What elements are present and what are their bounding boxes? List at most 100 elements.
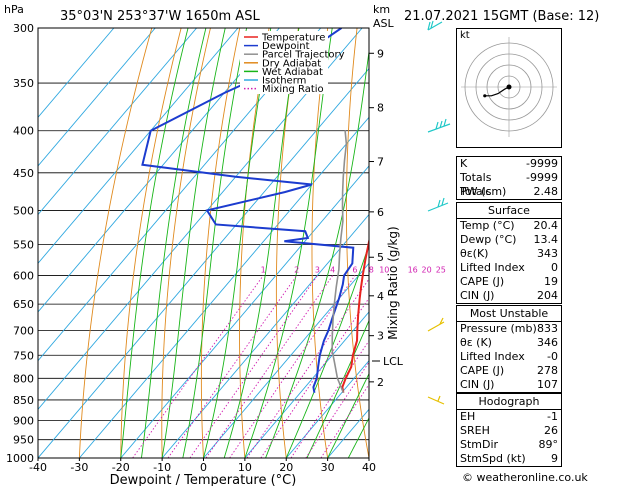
mixing-ratio-label-10: 10 [379, 266, 389, 275]
indices-panel: K -9999 Totals Totals -9999 PW (cm) 2.48 [456, 156, 562, 200]
wet-adiabat--5 [182, 28, 248, 458]
mu-cin-row: CIN (J) 107 [460, 378, 558, 391]
wet-adiabat-25 [306, 319, 369, 458]
mu-theta-row: θε (K) 346 [460, 336, 558, 349]
km-unit-asl: ASL [373, 17, 395, 30]
surface-theta-row: θε(K) 343 [460, 247, 558, 260]
x-tick--20: -20 [112, 461, 130, 474]
hodograph-trace [483, 84, 512, 98]
km-tick-2: 2 [377, 376, 384, 389]
pressure-tick-900: 900 [13, 414, 34, 427]
eh-row: EH -1 [460, 410, 558, 423]
isotherm--10 [161, 213, 369, 458]
wind-barb-300 [427, 20, 443, 31]
credit-text: © weatheronline.co.uk [462, 471, 588, 484]
x-tick-30: 30 [321, 461, 335, 474]
pressure-unit: hPa [4, 3, 24, 16]
wet-adiabat--15 [140, 28, 207, 458]
x-tick--40: -40 [29, 461, 47, 474]
legend-entry-2: Parcel Trajectory [262, 50, 345, 61]
legend-entry-0: Temperature [261, 33, 325, 44]
surface-dewp-row: Dewp (°C) 13.4 [460, 233, 558, 246]
isotherm-10 [244, 311, 369, 458]
mu-pressure-row: Pressure (mb) 833 [460, 322, 558, 335]
mixing-ratio-label-16: 16 [408, 266, 418, 275]
surface-cape-row: CAPE (J) 19 [460, 275, 558, 288]
legend-entry-4: Wet Adiabat [262, 67, 323, 78]
mixing-ratio-line-8 [246, 278, 369, 458]
pressure-tick-450: 450 [13, 167, 34, 180]
mixing-ratio-label-4: 4 [330, 266, 335, 275]
lcl-label: LCL [383, 355, 404, 368]
x-tick-10: 10 [238, 461, 252, 474]
dry-adiabat-30 [311, 28, 329, 458]
dry-adiabat-40 [345, 28, 369, 458]
wet-adiabat--20 [120, 28, 189, 458]
stmspd-row: StmSpd (kt) 9 [460, 452, 558, 465]
dry-adiabat--30 [78, 28, 153, 458]
dewpoint-line [141, 28, 355, 393]
wet-adiabat-0 [203, 28, 272, 458]
dry-adiabat-0 [200, 28, 241, 458]
wet-adiabat-20 [285, 242, 369, 458]
pressure-tick-550: 550 [13, 238, 34, 251]
temperature-line [341, 237, 369, 393]
most-unstable-panel: Most Unstable Pressure (mb) 833 θε (K) 346… [456, 305, 562, 393]
hodograph-trace-line [484, 86, 510, 97]
isotherm--70 [38, 28, 280, 313]
pw-row: PW (cm) 2.48 [460, 185, 558, 198]
mixing-ratio-label-25: 25 [436, 266, 446, 275]
mixing-ratio-label-6: 6 [352, 266, 357, 275]
wind-barbs [427, 20, 451, 405]
hodograph-box: kt [456, 28, 562, 148]
mixing-ratio-label-8: 8 [369, 266, 374, 275]
pressure-tick-1000: 1000 [6, 452, 34, 465]
pressure-tick-300: 300 [13, 22, 34, 35]
wind-barb-700 [427, 317, 445, 332]
pressure-tick-700: 700 [13, 325, 34, 338]
k-index-row: K -9999 [460, 157, 558, 170]
legend-entry-5: Isotherm [262, 76, 306, 87]
surface-panel: Surface Temp (°C) 20.4 Dewp (°C) 13.4 θε(K… [456, 202, 562, 304]
date-header: 21.07.2021 15GMT (Base: 12) [404, 9, 599, 24]
isotherm-0 [203, 262, 369, 458]
pressure-axis: 300 350 400 450 500 550 600 650 700 750 800 850 900 9… [6, 22, 34, 465]
wind-barb-400 [427, 118, 451, 133]
most-unstable-title: Most Unstable [457, 306, 561, 322]
legend-entry-3: Dry Adiabat [262, 58, 321, 69]
profile-lines [141, 28, 369, 394]
pressure-tick-950: 950 [13, 434, 34, 447]
dry-adiabat-lines [78, 28, 452, 458]
surface-li-row: Lifted Index 0 [460, 261, 558, 274]
isotherm--50 [38, 28, 363, 411]
dry-adiabat-60 [412, 28, 452, 458]
isotherm--30 [79, 116, 369, 458]
pressure-tick-600: 600 [13, 270, 34, 283]
wind-barb-850 [427, 395, 445, 405]
km-tick-8: 8 [377, 102, 384, 115]
mixing-ratio-label-20: 20 [422, 266, 432, 275]
temperature-axis: -40 -30 -20 -10 0 10 20 30 40 [29, 458, 376, 474]
dry-adiabat--20 [120, 28, 182, 458]
km-tick-6: 6 [377, 206, 384, 219]
wet-adiabat-15 [265, 48, 369, 458]
x-tick-40: 40 [362, 461, 376, 474]
mixing-ratio-lines [132, 275, 369, 458]
hodograph-plot [461, 37, 557, 137]
mixing-ratio-labels: 1 2 3 4 6 8 10 16 20 25 [261, 266, 446, 275]
x-tick--30: -30 [70, 461, 88, 474]
mixing-ratio-axis-label: Mixing Ratio (g/kg) [386, 226, 400, 339]
pressure-tick-850: 850 [13, 394, 34, 407]
pressure-tick-750: 750 [13, 349, 34, 362]
isotherm--90 [38, 28, 197, 216]
stmdir-row: StmDir 89° [460, 438, 558, 451]
pressure-tick-500: 500 [13, 204, 34, 217]
pressure-tick-350: 350 [13, 77, 34, 90]
isobar-lines [38, 27, 369, 459]
pressure-tick-800: 800 [13, 372, 34, 385]
pressure-tick-400: 400 [13, 125, 34, 138]
km-tick-4: 4 [377, 290, 384, 303]
mu-cape-row: CAPE (J) 278 [460, 364, 558, 377]
